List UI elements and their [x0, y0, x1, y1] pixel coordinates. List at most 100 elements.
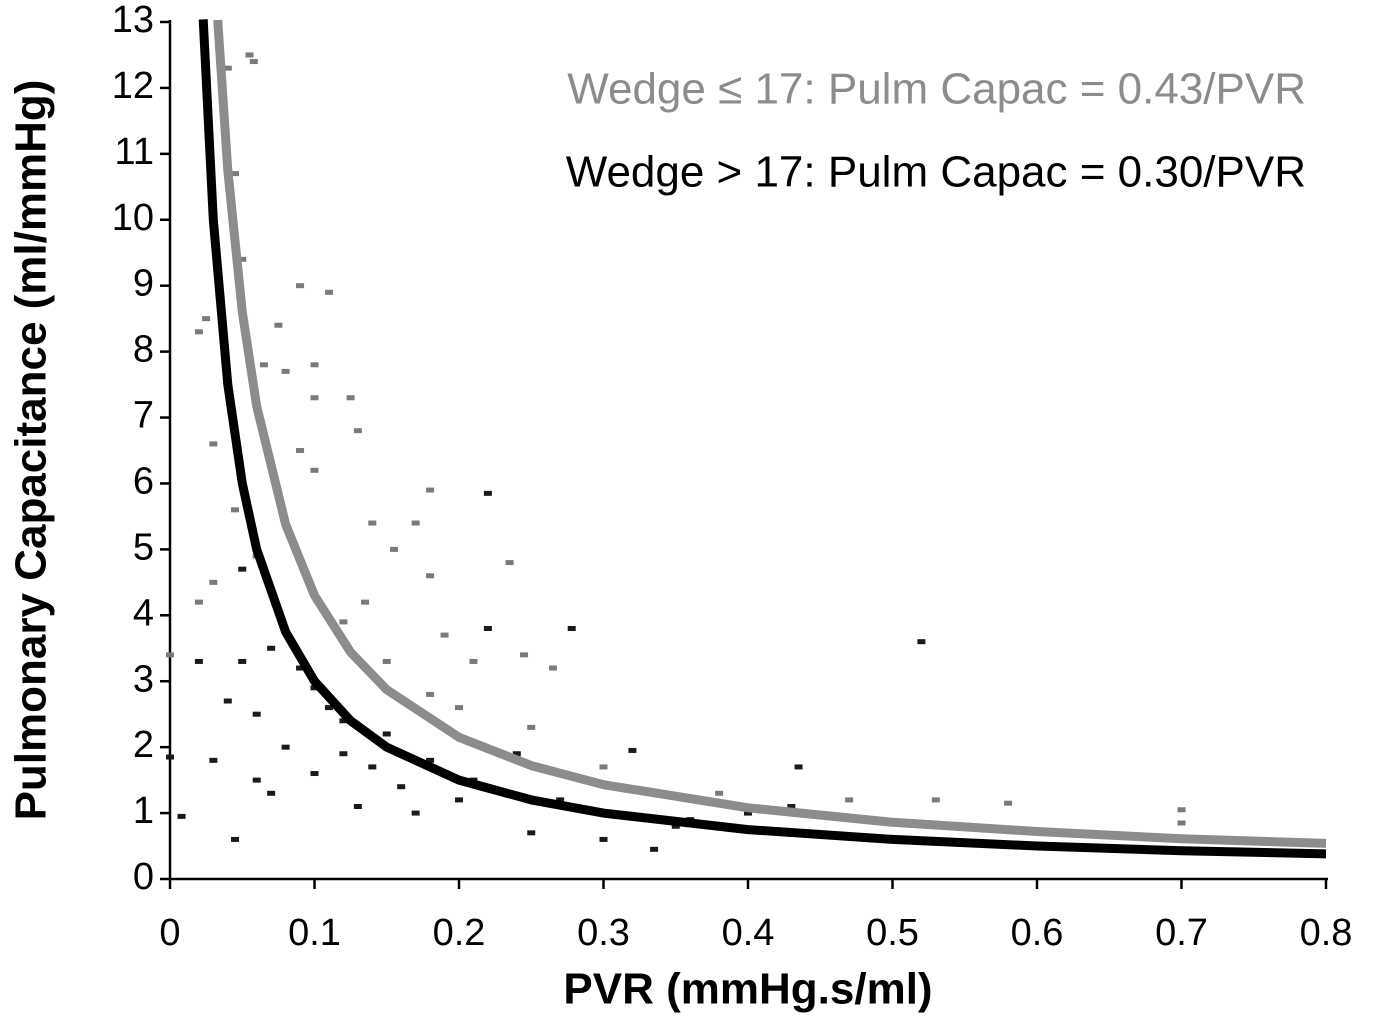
point: [556, 797, 565, 803]
x-tick-label: 0.2: [433, 912, 486, 954]
point: [368, 764, 377, 770]
point: [440, 632, 449, 638]
point: [252, 711, 261, 717]
point: [426, 757, 435, 763]
point: [231, 171, 240, 177]
point: [650, 846, 659, 852]
point: [238, 658, 247, 664]
point: [599, 764, 608, 770]
point: [281, 368, 290, 374]
point: [426, 691, 435, 697]
annotation: Wedge > 17: Pulm Capac = 0.30/PVR: [566, 148, 1306, 197]
point: [238, 256, 247, 262]
point: [194, 329, 203, 335]
x-tick-label: 0.4: [722, 912, 775, 954]
point: [353, 428, 362, 434]
y-tick-label: 10: [112, 197, 154, 239]
y-tick-label: 7: [133, 395, 154, 437]
y-tick-label: 5: [133, 526, 154, 568]
point: [1177, 807, 1186, 813]
point: [209, 757, 218, 763]
x-tick-label: 0: [159, 912, 180, 954]
point: [310, 395, 319, 401]
x-tick-label: 0.1: [288, 912, 341, 954]
point: [483, 625, 492, 631]
point: [231, 507, 240, 513]
point: [202, 316, 211, 322]
point: [166, 652, 174, 658]
point: [744, 810, 752, 816]
fit-curve: [213, 19, 1327, 848]
point: [324, 705, 333, 711]
x-tick-label: 0.8: [1300, 912, 1353, 954]
y-tick-label: 6: [133, 460, 154, 502]
point: [411, 810, 420, 816]
point: [382, 658, 391, 664]
point: [310, 771, 319, 777]
y-tick-label: 0: [133, 856, 154, 898]
y-tick-label: 4: [133, 592, 154, 634]
point: [599, 836, 608, 842]
point: [296, 283, 305, 289]
y-tick-label: 3: [133, 658, 154, 700]
point: [527, 830, 536, 836]
point: [209, 441, 218, 447]
point: [715, 790, 724, 796]
point: [917, 639, 926, 645]
point: [296, 665, 305, 671]
x-tick-label: 0.5: [866, 912, 919, 954]
point: [281, 744, 290, 750]
point: [787, 803, 796, 809]
point: [931, 797, 940, 803]
point: [382, 731, 391, 737]
point: [346, 395, 355, 401]
point: [209, 579, 218, 585]
point: [455, 705, 463, 711]
point: [389, 546, 398, 552]
point: [267, 645, 276, 651]
point: [411, 520, 420, 526]
point: [310, 362, 319, 368]
y-tick-label: 12: [112, 65, 154, 107]
point: [177, 813, 186, 819]
x-axis-title: PVR (mmHg.s/ml): [563, 965, 932, 1014]
point: [223, 65, 232, 71]
point: [1177, 820, 1186, 826]
point: [339, 619, 348, 625]
point: [324, 289, 333, 295]
x-tick-label: 0.6: [1011, 912, 1064, 954]
point: [259, 362, 268, 368]
point: [231, 836, 240, 842]
point: [548, 665, 557, 671]
point: [339, 751, 348, 757]
point: [426, 487, 435, 493]
point: [353, 803, 362, 809]
point: [223, 698, 232, 704]
point: [845, 797, 854, 803]
point: [426, 573, 435, 579]
y-tick-label: 9: [133, 263, 154, 305]
point: [1004, 800, 1013, 806]
point: [527, 724, 536, 730]
point: [483, 490, 492, 496]
point: [368, 520, 377, 526]
point: [505, 560, 514, 566]
point: [628, 747, 637, 753]
annotation: Wedge ≤ 17: Pulm Capac = 0.43/PVR: [567, 65, 1306, 114]
fit-curve: [198, 19, 1327, 859]
point: [512, 751, 521, 757]
point: [397, 784, 406, 790]
point: [296, 448, 305, 453]
point: [339, 718, 348, 724]
point: [166, 754, 174, 760]
point: [455, 797, 463, 803]
y-axis-title: Pulmonary Capacitance (ml/mmHg): [7, 80, 56, 821]
point: [274, 322, 283, 328]
point: [194, 599, 203, 605]
point: [194, 658, 203, 664]
y-tick-label: 8: [133, 329, 154, 371]
point: [310, 467, 319, 473]
y-tick-label: 2: [133, 724, 154, 766]
point: [567, 625, 576, 631]
